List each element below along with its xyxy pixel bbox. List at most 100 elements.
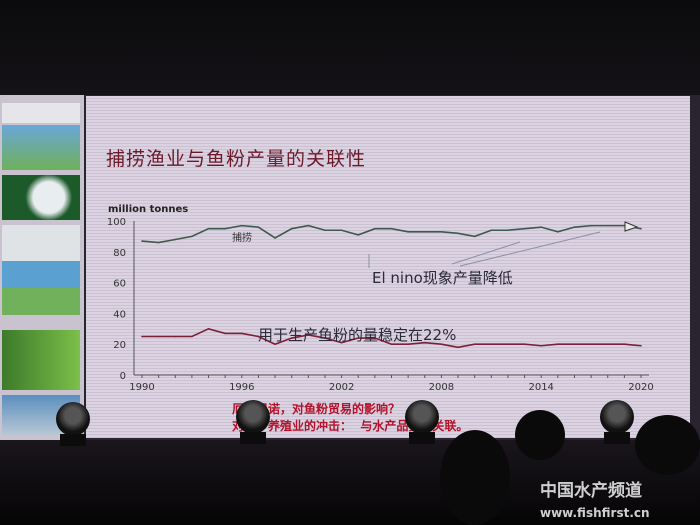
data-point — [174, 238, 177, 241]
ceiling — [0, 0, 700, 95]
x-tick-label: 1996 — [229, 382, 254, 393]
data-point — [157, 335, 160, 338]
data-point — [423, 230, 426, 233]
data-point — [274, 343, 276, 346]
logo-thumbnail — [2, 103, 80, 123]
data-point — [640, 344, 642, 347]
data-point — [257, 226, 260, 228]
bottom-text-line1: 厄尔尼诺，对鱼粉贸易的影响？ — [232, 402, 401, 416]
y-tick-label: 80 — [113, 248, 126, 259]
stage-light — [56, 402, 90, 446]
data-point — [390, 343, 393, 346]
y-tick-label: 0 — [120, 371, 126, 382]
data-point — [423, 341, 426, 344]
data-point — [257, 335, 260, 338]
data-point — [557, 343, 559, 346]
data-point — [606, 224, 609, 227]
data-point — [307, 224, 310, 227]
x-tick-label: 2020 — [628, 382, 653, 393]
data-point — [557, 230, 559, 233]
data-point — [374, 227, 376, 230]
data-point — [241, 224, 243, 227]
data-point — [440, 230, 443, 233]
data-point — [390, 227, 393, 230]
y-tick-label: 100 — [107, 217, 126, 228]
data-point — [324, 229, 326, 232]
data-point — [457, 232, 459, 235]
data-point — [207, 227, 210, 230]
data-point — [623, 343, 626, 346]
annotation: El nino现象产量降低 — [372, 269, 513, 287]
wheat-thumbnail — [2, 330, 80, 390]
data-point — [473, 343, 476, 346]
stage-light — [405, 400, 439, 444]
y-tick-label: 20 — [113, 340, 126, 351]
data-point — [141, 240, 143, 242]
series-label: 捕捞 — [232, 231, 252, 244]
watermark-url: www.fishfirst.cn — [540, 506, 650, 520]
data-point — [357, 337, 360, 339]
data-point — [224, 332, 226, 335]
data-point — [324, 337, 326, 339]
data-point — [191, 235, 193, 238]
data-point — [174, 335, 177, 338]
data-point — [224, 227, 226, 230]
data-point — [457, 346, 459, 349]
y-axis-label: million tonnes — [108, 204, 188, 215]
data-point — [573, 226, 576, 228]
audience-head — [635, 415, 700, 475]
data-point — [357, 234, 360, 236]
stage — [0, 440, 700, 525]
data-point — [490, 229, 493, 232]
data-point — [374, 337, 376, 339]
annotation-arrow — [459, 231, 601, 267]
data-point — [290, 337, 293, 339]
data-point — [340, 229, 343, 232]
data-point — [573, 343, 576, 346]
data-point — [340, 341, 343, 344]
data-point — [274, 237, 276, 239]
cow-thumbnail — [2, 125, 80, 170]
data-point — [540, 226, 542, 228]
data-point — [490, 343, 493, 346]
data-point — [307, 334, 310, 336]
stage-light — [600, 400, 634, 444]
report-thumbnail — [2, 225, 80, 315]
data-point — [540, 344, 542, 347]
data-point — [507, 343, 509, 346]
slide-thumbnail-panel — [0, 95, 84, 440]
data-point — [407, 343, 409, 346]
annotation: 用于生产鱼粉的量稳定在22% — [258, 326, 456, 344]
data-point — [290, 227, 293, 230]
slide — [86, 96, 690, 438]
mouse-cursor-icon — [624, 221, 639, 232]
data-point — [141, 335, 143, 338]
x-tick-label: 2014 — [528, 382, 553, 393]
data-point — [523, 343, 526, 346]
data-point — [640, 227, 642, 230]
data-point — [191, 335, 193, 338]
data-point — [590, 224, 592, 227]
data-point — [473, 235, 476, 238]
audience-head — [515, 410, 565, 460]
data-point — [523, 227, 526, 230]
slide-title: 捕捞渔业与鱼粉产量的关联性 — [106, 148, 367, 170]
audience-head — [440, 430, 510, 525]
data-point — [507, 229, 509, 232]
data-point — [606, 343, 609, 346]
x-tick-label: 2008 — [429, 382, 454, 393]
y-tick-label: 60 — [113, 279, 126, 290]
data-point — [407, 230, 409, 233]
milk-thumbnail — [2, 175, 80, 220]
watermark-title: 中国水产频道 — [540, 481, 642, 501]
data-point — [207, 328, 210, 330]
annotation-arrow — [451, 241, 521, 265]
x-tick-label: 2002 — [329, 382, 354, 393]
x-tick-label: 1990 — [129, 382, 154, 393]
data-point — [590, 343, 592, 346]
y-tick-label: 40 — [113, 309, 126, 320]
data-point — [241, 332, 243, 335]
stage-light — [236, 400, 270, 444]
data-point — [440, 343, 443, 346]
